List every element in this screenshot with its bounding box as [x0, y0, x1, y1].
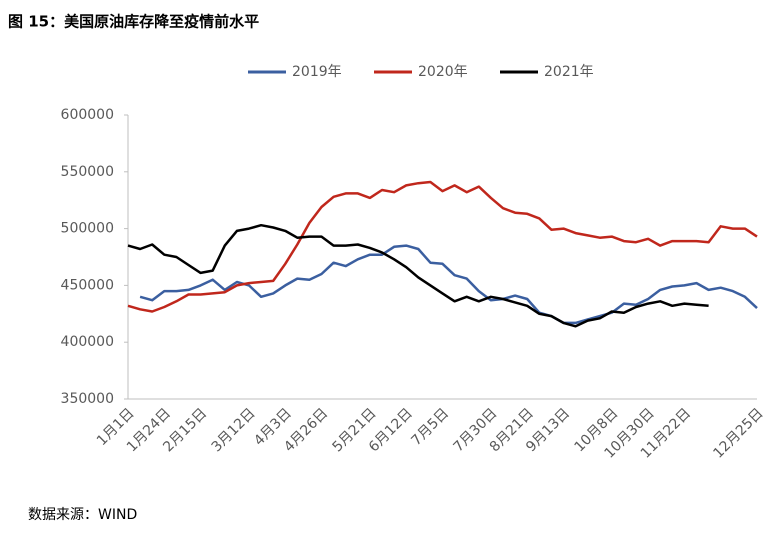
series-line: [127, 223, 709, 328]
y-tick-label: 550000: [61, 164, 114, 180]
x-tick-label: 12月25日: [710, 405, 766, 461]
y-tick-label: 450000: [61, 277, 114, 293]
y-tick-label: 500000: [61, 221, 114, 237]
chart-title: 图 15：美国原油库存降至疫情前水平: [8, 13, 259, 31]
legend-label: 2020年: [418, 64, 468, 80]
x-tick-label: 7月5日: [408, 405, 452, 449]
y-tick-label: 600000: [61, 107, 114, 123]
y-tick-label: 350000: [61, 391, 114, 407]
source: 数据来源：WIND: [28, 507, 137, 523]
series-line: [139, 244, 758, 325]
legend-label: 2019年: [292, 64, 342, 80]
y-tick-label: 400000: [61, 334, 114, 350]
series-line: [127, 180, 758, 313]
legend-label: 2021年: [544, 64, 594, 80]
x-tick-label: 3月12日: [209, 405, 259, 455]
